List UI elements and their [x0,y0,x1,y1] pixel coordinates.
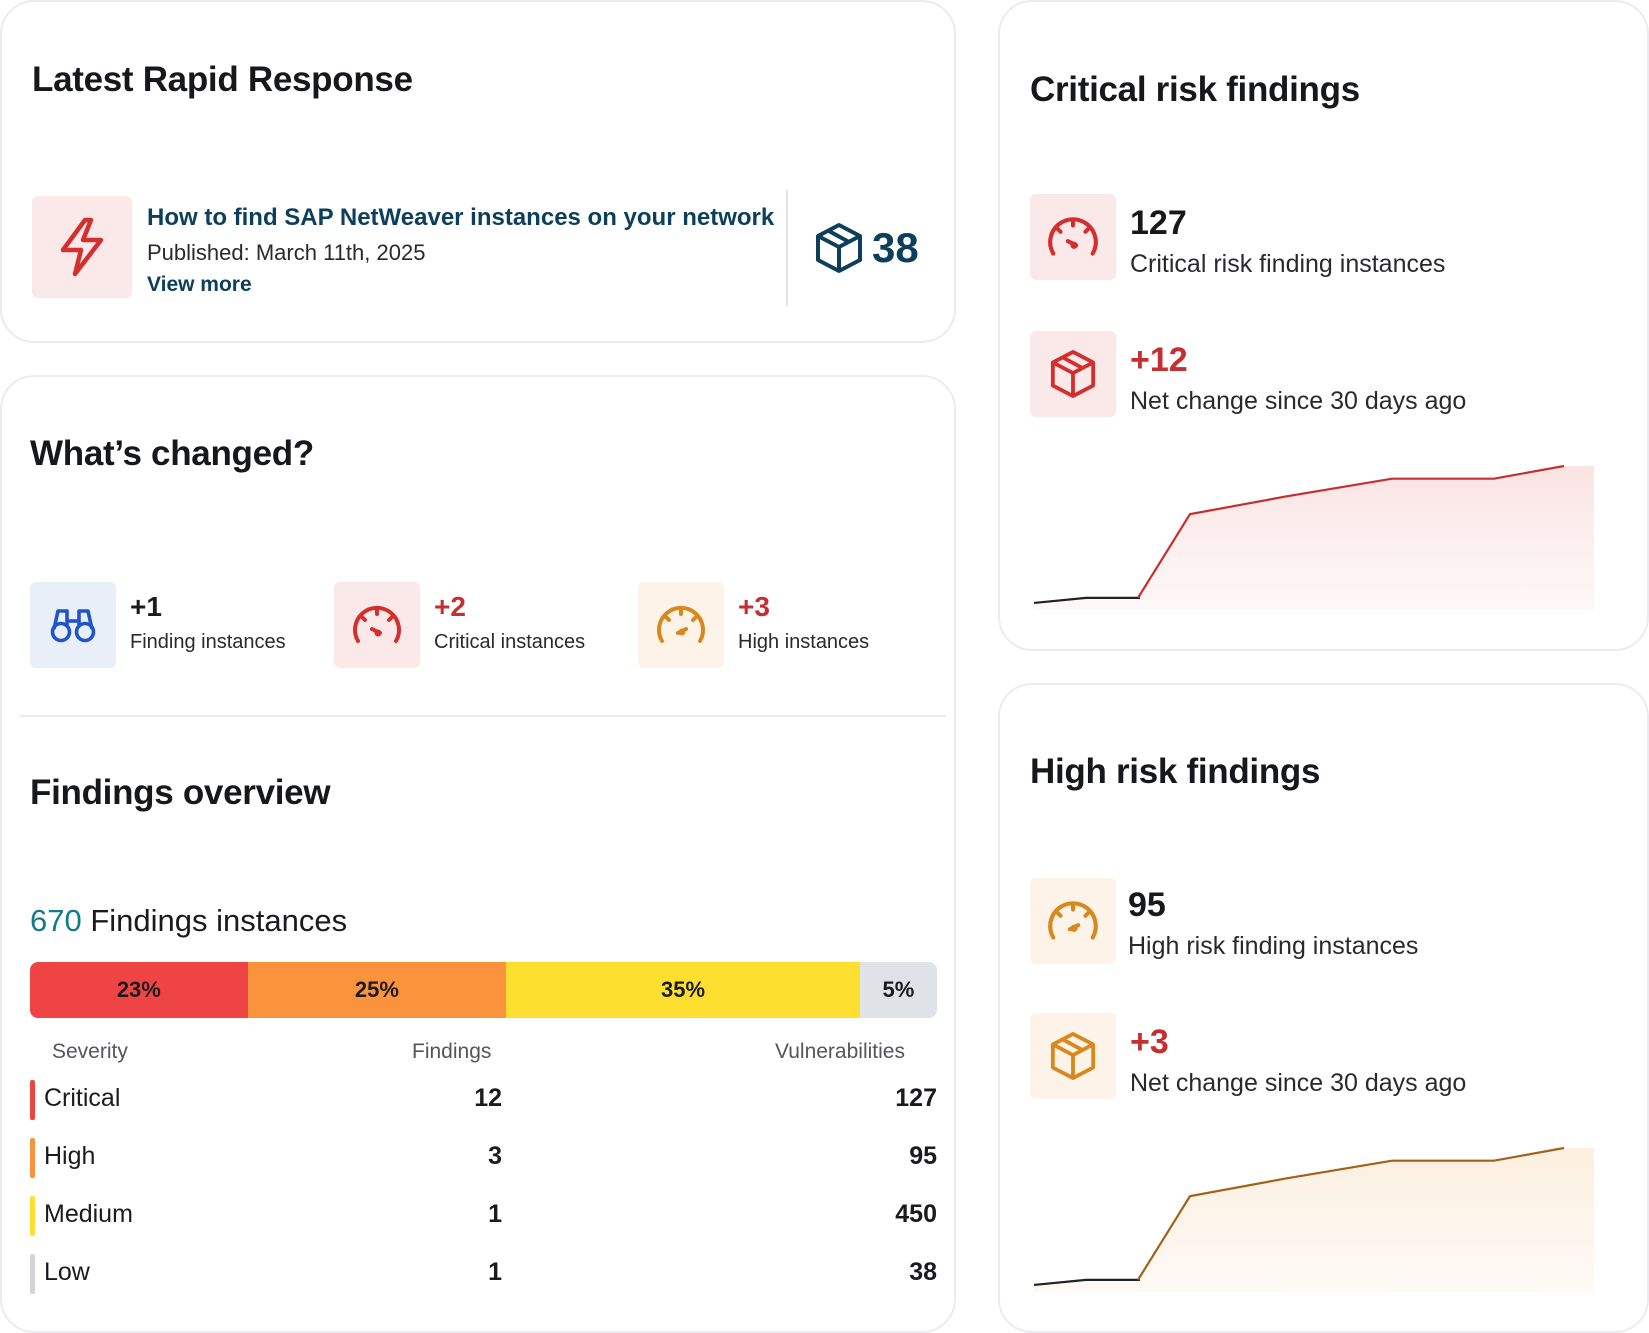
gauge-icon [334,582,420,668]
high-risk-count: 95 [1128,886,1166,924]
severity-label: Low [44,1258,90,1286]
rapid-response-published-date: Published: March 11th, 2025 [147,240,426,265]
severity-label: High [44,1142,96,1170]
medium-marker [30,1196,35,1236]
findings-count: 12 [474,1084,502,1112]
finding-instances-label: Finding instances [130,631,286,653]
high-instances-label: High instances [738,631,870,653]
high-trend-line [1137,1146,1565,1281]
severity-label: Medium [44,1200,133,1228]
high-risk-count-label: High risk finding instances [1128,932,1419,960]
high-risk-title: High risk findings [1030,752,1321,791]
critical-marker [30,1080,35,1120]
severity-label: Critical [44,1084,121,1112]
critical-net-change-label: Net change since 30 days ago [1130,387,1467,415]
vulnerabilities-count: 127 [895,1084,937,1112]
critical-trend-area [1034,466,1594,610]
gauge-icon [638,582,724,668]
findings-column-header: Findings [412,1040,492,1063]
severity-distribution-bar: 23% 25% 35% 5% [30,962,937,1018]
rapid-response-card: Latest Rapid Response How to find SAP Ne… [0,0,956,343]
findings-count: 1 [488,1258,502,1286]
high-instances-change: +3 [738,591,770,622]
gauge-icon [1030,878,1116,964]
high-marker [30,1138,35,1178]
findings-count: 1 [488,1200,502,1228]
critical-risk-count-label: Critical risk finding instances [1130,250,1446,278]
package-icon [1030,331,1116,417]
package-icon [1030,1013,1116,1099]
vulnerabilities-count: 450 [895,1200,937,1228]
rapid-response-count: 38 [872,224,919,271]
severity-column-header: Severity [52,1040,128,1063]
critical-segment: 23% [30,962,248,1018]
findings-overview-title: Findings overview [30,773,331,812]
findings-total-label: Findings instances [90,903,348,938]
high-segment: 25% [247,962,507,1018]
critical-trend-chart [1034,464,1594,610]
divider [786,190,788,306]
medium-segment: 35% [506,962,860,1018]
gauge-icon [1030,194,1116,280]
critical-net-change: +12 [1130,341,1188,379]
findings-total: 670 Findings instances [30,903,347,939]
critical-risk-count: 127 [1130,204,1187,242]
finding-instances-change: +1 [130,591,162,622]
high-net-change-label: Net change since 30 days ago [1130,1069,1467,1097]
changes-overview-card [0,375,956,1333]
rapid-response-article-link[interactable]: How to find SAP NetWeaver instances on y… [147,204,775,231]
lightning-icon [32,196,132,298]
package-icon [814,222,864,279]
vulnerabilities-count: 38 [909,1258,937,1286]
low-marker [30,1254,35,1294]
critical-risk-title: Critical risk findings [1030,70,1360,109]
binoculars-icon [30,582,116,668]
findings-count: 3 [488,1142,502,1170]
high-net-change: +3 [1130,1023,1169,1061]
vulnerabilities-count: 95 [909,1142,937,1170]
critical-instances-change: +2 [434,591,466,622]
low-segment: 5% [859,962,937,1018]
vulnerabilities-column-header: Vulnerabilities [775,1040,905,1063]
critical-instances-label: Critical instances [434,631,586,653]
view-more-link[interactable]: View more [147,273,252,296]
rapid-response-title: Latest Rapid Response [32,60,413,99]
section-divider [20,715,946,717]
whats-changed-title: What’s changed? [30,434,314,473]
critical-trend-line [1137,464,1565,599]
high-trend-chart [1034,1146,1594,1292]
high-trend-area [1034,1148,1594,1292]
findings-total-number: 670 [30,903,82,938]
